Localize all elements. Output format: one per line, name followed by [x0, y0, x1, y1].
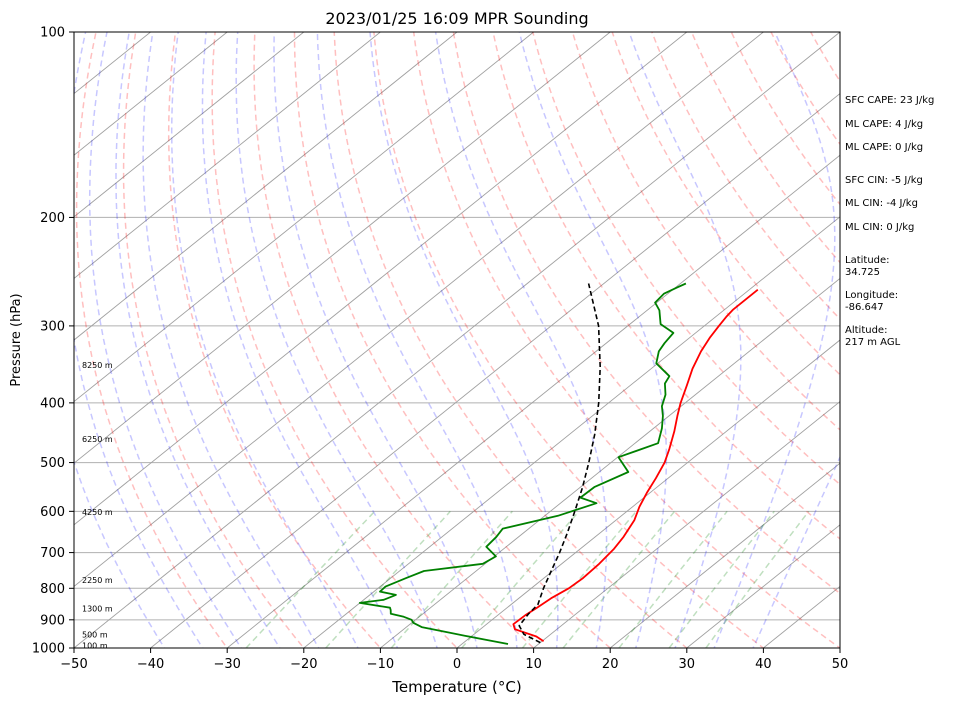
sfc-cape-text: SFC CAPE: 23 J/kg	[845, 95, 935, 106]
height-label: 100 m	[82, 641, 108, 650]
moist-adiabat	[170, 32, 359, 648]
dry-adiabat	[452, 32, 840, 595]
isotherm-line	[74, 32, 228, 156]
y-tick-label: 700	[40, 546, 65, 561]
altitude-text: Altitude: 217 m AGL	[845, 325, 901, 348]
mixing-ratio-line	[325, 510, 451, 648]
isotherm-line	[74, 32, 840, 648]
mixing-ratio-line	[618, 510, 728, 648]
y-axis-label: Pressure (hPa)	[9, 293, 24, 386]
chart-grid	[74, 18, 953, 661]
dry-adiabat	[75, 32, 229, 648]
moist-adiabat	[201, 32, 399, 648]
y-tick-label: 900	[40, 613, 65, 628]
moist-adiabat	[142, 32, 320, 648]
x-tick-label: 20	[602, 657, 619, 672]
isotherm-line	[74, 32, 305, 218]
mixing-ratio-line	[668, 510, 775, 648]
dry-adiabat	[492, 32, 840, 540]
moist-adiabat	[273, 32, 478, 648]
mixing-ratio-line	[461, 510, 580, 648]
moist-adiabat	[713, 32, 836, 648]
mixing-ratio-line	[245, 510, 376, 648]
isotherm-line	[150, 93, 840, 648]
y-tick-label: 300	[40, 319, 65, 334]
height-label: 4250 m	[82, 508, 113, 517]
y-tick-label: 400	[40, 396, 65, 411]
isotherm-line	[74, 32, 688, 526]
isotherm-line	[226, 154, 840, 648]
isotherm-line	[74, 32, 611, 464]
height-label: 1300 m	[82, 604, 113, 613]
height-label: 2250 m	[82, 576, 113, 585]
dewpoint-profile	[358, 282, 687, 645]
mixing-ratio-line	[705, 510, 810, 648]
ml-cape-text-1: ML CAPE: 4 J/kg	[845, 119, 924, 130]
x-tick-label: −30	[213, 657, 240, 672]
x-tick-label: 50	[832, 657, 849, 672]
mixing-ratio-line	[521, 510, 637, 648]
x-tick-label: −40	[137, 657, 164, 672]
parcel-path	[518, 283, 601, 644]
isotherm-line	[74, 32, 764, 587]
moist-adiabat	[115, 32, 281, 648]
y-tick-label: 1000	[32, 642, 65, 657]
y-tick-label: 500	[40, 456, 65, 471]
x-tick-label: 0	[453, 657, 461, 672]
isotherm-line	[74, 32, 534, 403]
dry-adiabat	[253, 32, 535, 648]
isotherm-line	[456, 339, 840, 648]
chart-title: 2023/01/25 16:09 MPR Sounding	[325, 9, 588, 28]
moist-adiabat	[518, 32, 668, 648]
height-labels: 100 m 500 m 1300 m 2250 m 4250 m 6250 m 8250 m	[82, 361, 113, 650]
x-tick-label: −50	[60, 657, 87, 672]
isotherm-line	[380, 277, 840, 648]
isotherm-line	[74, 32, 381, 279]
isotherm-line	[303, 216, 840, 648]
isotherm-line	[74, 32, 458, 341]
moist-adiabat	[628, 32, 742, 648]
dry-adiabat	[373, 32, 765, 648]
isotherm-line	[686, 524, 840, 648]
isotherm-line	[533, 401, 840, 648]
height-label: 500 m	[82, 630, 108, 639]
longitude-text: Longitude: -86.647	[845, 290, 899, 313]
ml-cin-text-2: ML CIN: 0 J/kg	[845, 222, 915, 233]
mixing-ratio-line	[390, 510, 513, 648]
height-label: 8250 m	[82, 361, 113, 370]
height-label: 6250 m	[82, 435, 113, 444]
x-tick-label: −10	[367, 657, 394, 672]
sfc-cin-text: SFC CIN: -5 J/kg	[845, 175, 923, 186]
moist-adiabat	[434, 32, 608, 648]
x-tick-label: 30	[679, 657, 696, 672]
x-tick-label: 10	[525, 657, 542, 672]
moist-adiabat	[316, 32, 518, 648]
dry-adiabat	[293, 32, 612, 648]
dry-adiabat	[167, 32, 382, 648]
moist-adiabat	[88, 32, 242, 648]
mixing-ratio-line	[562, 510, 676, 648]
x-tick-label: 40	[755, 657, 772, 672]
x-axis-label: Temperature (°C)	[391, 678, 521, 696]
ml-cape-text-2: ML CAPE: 0 J/kg	[845, 142, 924, 153]
moist-adiabat	[74, 459, 166, 648]
dry-adiabat	[921, 18, 953, 661]
ml-cin-text-1: ML CIN: -4 J/kg	[845, 198, 918, 209]
temperature-profile	[512, 288, 759, 642]
y-tick-label: 100	[40, 26, 65, 41]
y-tick-label: 200	[40, 211, 65, 226]
chart-series	[358, 282, 759, 645]
moist-adiabat	[235, 32, 438, 648]
latitude-text: Latitude: 34.725	[845, 255, 890, 278]
x-tick-label: −20	[290, 657, 317, 672]
y-tick-label: 800	[40, 582, 65, 597]
moist-adiabat	[74, 32, 204, 648]
y-tick-label: 600	[40, 505, 65, 520]
dry-adiabat	[211, 32, 459, 648]
axis-ticks: −50 −40 −30 −20 −10 0 10 20 30 40 50 100 200 300 400 50…	[32, 26, 848, 673]
moist-adiabat	[369, 32, 559, 648]
isotherm-line	[609, 462, 840, 648]
dry-adiabat	[412, 32, 840, 648]
